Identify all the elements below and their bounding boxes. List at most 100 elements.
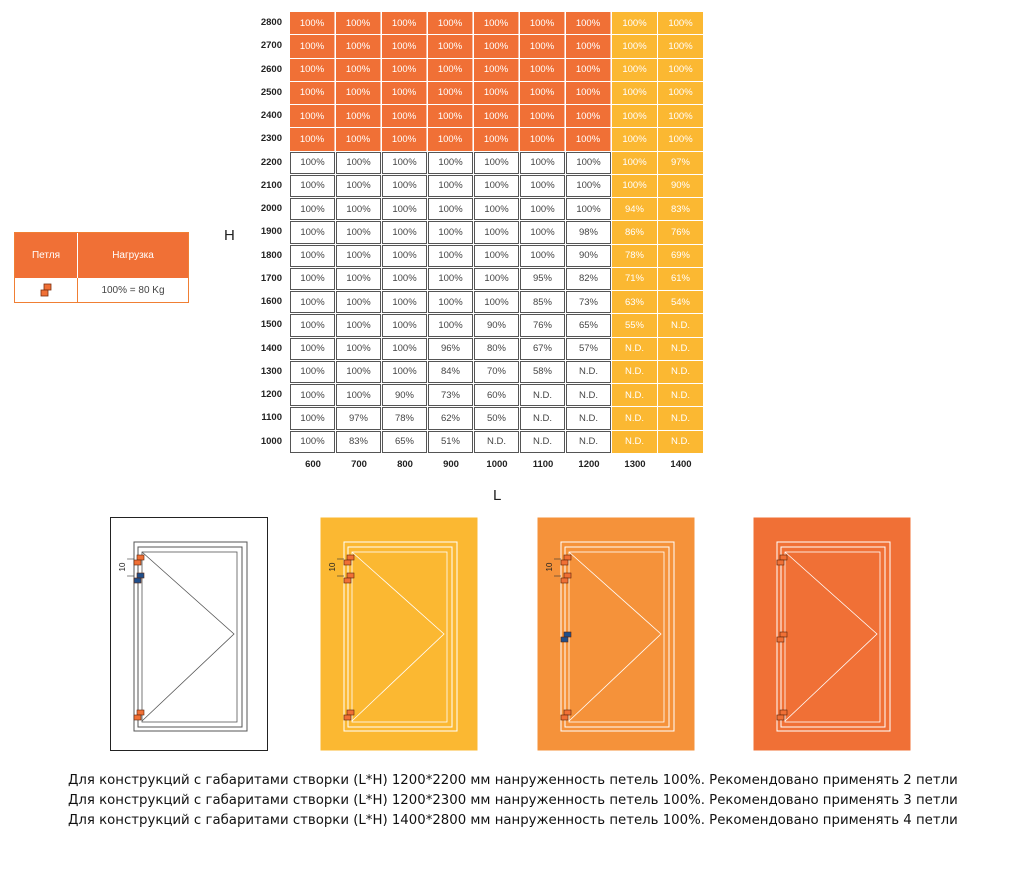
dimension-label: 10 <box>118 562 127 571</box>
table-cell: N.D. <box>566 360 611 383</box>
table-cell: 100% <box>428 244 473 267</box>
window-sash <box>137 546 243 728</box>
table-cell: 69% <box>658 244 703 267</box>
width-tick-label: 800 <box>397 459 413 470</box>
hinge-icon <box>560 554 572 566</box>
table-cell: 100% <box>612 105 657 128</box>
table-cell: 100% <box>290 128 335 151</box>
window-glass <box>141 551 238 723</box>
table-cell: 100% <box>382 35 427 58</box>
dimension-label: 10 <box>328 562 337 571</box>
table-cell: 95% <box>520 267 565 290</box>
height-tick-label: 1900 <box>260 226 282 238</box>
table-cell: 100% <box>428 12 473 35</box>
table-cell: 100% <box>612 174 657 197</box>
table-cell: 100% <box>520 105 565 128</box>
table-cell: 83% <box>336 430 381 453</box>
table-cell: 100% <box>290 12 335 35</box>
table-cell: 90% <box>474 314 519 337</box>
table-cell: 100% <box>566 35 611 58</box>
table-cell: N.D. <box>566 407 611 430</box>
table-cell: 100% <box>474 58 519 81</box>
table-cell: 83% <box>658 198 703 221</box>
table-row: 100% 100% 100% 100% 100% 95% 82% 71% 61% <box>290 267 704 291</box>
hinge-icon <box>560 572 572 584</box>
table-row: 100% 97% 78% 62% 50% N.D. N.D. N.D. N.D. <box>290 407 704 430</box>
table-cell: 100% <box>382 337 427 360</box>
table-cell: 100% <box>612 81 657 104</box>
table-cell: 100% <box>336 151 381 174</box>
table-cell: 100% <box>428 35 473 58</box>
table-cell: 76% <box>520 314 565 337</box>
opening-direction-line <box>784 551 878 722</box>
table-cell: 100% <box>290 198 335 221</box>
legend-col-load: Нагрузка <box>112 250 154 261</box>
hinge-icon <box>776 631 788 643</box>
table-cell: 100% <box>336 314 381 337</box>
table-cell: 100% <box>658 35 703 58</box>
table-cell: 100% <box>612 58 657 81</box>
table-cell: 94% <box>612 198 657 221</box>
table-cell: 97% <box>658 151 703 174</box>
width-tick-label: 1400 <box>670 459 692 470</box>
table-cell: 100% <box>428 198 473 221</box>
table-cell: 80% <box>474 337 519 360</box>
table-cell: 100% <box>520 81 565 104</box>
table-cell: 82% <box>566 267 611 290</box>
table-cell: 73% <box>566 291 611 314</box>
table-cell: N.D. <box>658 384 703 407</box>
table-cell: 100% <box>474 267 519 290</box>
table-cell: 100% <box>382 81 427 104</box>
window-glass <box>351 551 448 723</box>
table-cell: 100% <box>382 174 427 197</box>
table-row: 100% 100% 100% 96% 80% 67% 57% N.D. N.D. <box>290 337 704 361</box>
table-row: 100% 83% 65% 51% N.D. N.D. N.D. N.D. N.D. <box>290 430 704 454</box>
table-row: 100% 100% 100% 100% 100% 100% 100% 100% 100% <box>290 81 704 105</box>
table-cell: 100% <box>382 198 427 221</box>
table-cell: 78% <box>612 244 657 267</box>
table-cell: 100% <box>336 198 381 221</box>
hinge-icon <box>15 278 78 302</box>
axis-h-label: H <box>224 227 235 244</box>
table-cell: N.D. <box>566 430 611 453</box>
table-cell: 70% <box>474 360 519 383</box>
table-cell: N.D. <box>520 407 565 430</box>
window-frame <box>776 541 891 732</box>
table-cell: 100% <box>520 174 565 197</box>
middle-hinge-icon <box>133 572 145 584</box>
table-cell: 100% <box>382 128 427 151</box>
table-cell: 100% <box>520 244 565 267</box>
table-cell: 100% <box>474 291 519 314</box>
opening-direction-line <box>141 551 235 722</box>
height-tick-label: 1400 <box>260 342 282 354</box>
table-cell: 65% <box>566 314 611 337</box>
table-cell: N.D. <box>566 384 611 407</box>
table-row: 100% 100% 90% 73% 60% N.D. N.D. N.D. N.D. <box>290 384 704 407</box>
table-cell: 100% <box>658 105 703 128</box>
table-cell: N.D. <box>658 360 703 383</box>
table-cell: 100% <box>474 151 519 174</box>
table-cell: 60% <box>474 384 519 407</box>
window-diagram: 10 <box>537 517 695 751</box>
table-cell: 100% <box>428 151 473 174</box>
window-background <box>110 517 268 751</box>
opening-direction-line <box>568 551 662 722</box>
table-cell: 100% <box>336 291 381 314</box>
height-tick-label: 1700 <box>260 272 282 284</box>
table-cell: 100% <box>428 314 473 337</box>
caption-2-hinges: Для конструкций с габаритами створки (L*… <box>68 773 958 788</box>
table-cell: 65% <box>382 430 427 453</box>
table-row: 100% 100% 100% 84% 70% 58% N.D. N.D. N.D. <box>290 360 704 384</box>
table-cell: 100% <box>566 198 611 221</box>
table-cell: 100% <box>566 151 611 174</box>
table-cell: 96% <box>428 337 473 360</box>
hinge-icon <box>133 709 145 721</box>
table-cell: 100% <box>336 384 381 407</box>
table-row: 100% 100% 100% 100% 100% 100% 100% 100% 100% <box>290 105 704 128</box>
window-frame <box>560 541 675 732</box>
table-cell: 97% <box>336 407 381 430</box>
table-cell: 67% <box>520 337 565 360</box>
table-cell: N.D. <box>612 384 657 407</box>
table-cell: 100% <box>428 58 473 81</box>
table-cell: 100% <box>566 105 611 128</box>
